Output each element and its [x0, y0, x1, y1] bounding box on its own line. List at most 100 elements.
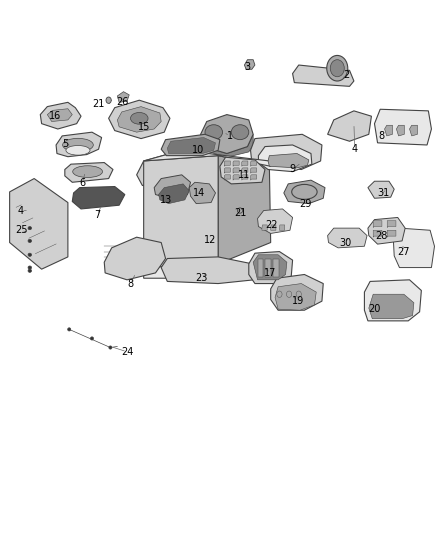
Polygon shape — [293, 65, 354, 86]
Polygon shape — [161, 134, 220, 156]
Text: 23: 23 — [195, 273, 208, 283]
Text: 27: 27 — [398, 247, 410, 256]
Polygon shape — [218, 156, 271, 264]
Ellipse shape — [106, 97, 111, 103]
Polygon shape — [189, 182, 215, 204]
Text: 19: 19 — [292, 296, 304, 306]
Polygon shape — [244, 60, 255, 69]
Text: 1: 1 — [227, 131, 233, 141]
Ellipse shape — [28, 239, 32, 243]
Ellipse shape — [28, 269, 32, 272]
Text: 17: 17 — [264, 268, 276, 278]
Text: 13: 13 — [160, 195, 173, 205]
Polygon shape — [224, 175, 230, 180]
Polygon shape — [144, 150, 271, 166]
Ellipse shape — [28, 227, 32, 230]
Ellipse shape — [296, 291, 301, 297]
Text: 9: 9 — [290, 165, 296, 174]
Polygon shape — [242, 161, 248, 166]
Polygon shape — [258, 145, 312, 172]
Polygon shape — [387, 230, 396, 237]
Polygon shape — [218, 156, 220, 268]
Polygon shape — [393, 228, 434, 268]
Polygon shape — [275, 284, 316, 310]
Polygon shape — [117, 107, 161, 132]
Text: 8: 8 — [378, 131, 384, 141]
Ellipse shape — [73, 166, 102, 177]
Ellipse shape — [131, 112, 148, 124]
Ellipse shape — [63, 138, 93, 152]
Ellipse shape — [286, 291, 292, 297]
Polygon shape — [224, 161, 230, 166]
Text: 4: 4 — [352, 144, 358, 154]
Polygon shape — [251, 175, 257, 180]
Text: 5: 5 — [62, 139, 68, 149]
Polygon shape — [396, 125, 404, 136]
Text: 31: 31 — [377, 188, 389, 198]
Text: 14: 14 — [193, 188, 205, 198]
Polygon shape — [167, 138, 215, 154]
Polygon shape — [40, 102, 81, 129]
Text: 24: 24 — [121, 347, 133, 357]
Polygon shape — [47, 109, 72, 122]
Ellipse shape — [327, 55, 348, 81]
Text: 6: 6 — [79, 178, 85, 188]
Ellipse shape — [109, 346, 112, 349]
Polygon shape — [373, 230, 382, 237]
Text: 4: 4 — [18, 206, 24, 215]
Polygon shape — [265, 259, 271, 277]
Polygon shape — [373, 221, 382, 228]
Polygon shape — [279, 225, 285, 230]
Text: 7: 7 — [94, 210, 100, 220]
Polygon shape — [328, 228, 367, 248]
Polygon shape — [242, 168, 248, 173]
Polygon shape — [410, 125, 417, 136]
Polygon shape — [385, 125, 392, 136]
Polygon shape — [328, 111, 371, 141]
Polygon shape — [271, 225, 276, 230]
Ellipse shape — [231, 125, 249, 140]
Ellipse shape — [205, 125, 223, 140]
Text: 10: 10 — [192, 146, 205, 155]
Polygon shape — [201, 115, 253, 154]
Text: 3: 3 — [244, 62, 251, 71]
Polygon shape — [144, 264, 271, 278]
Text: 2: 2 — [343, 70, 349, 79]
Text: 30: 30 — [339, 238, 351, 247]
Polygon shape — [369, 294, 414, 319]
Polygon shape — [104, 237, 166, 280]
Ellipse shape — [237, 208, 243, 213]
Polygon shape — [10, 179, 68, 269]
Polygon shape — [251, 134, 322, 169]
Text: 11: 11 — [238, 170, 251, 180]
Polygon shape — [109, 100, 170, 139]
Text: 26: 26 — [117, 98, 129, 107]
Text: 15: 15 — [138, 122, 151, 132]
Polygon shape — [374, 109, 431, 145]
Polygon shape — [271, 274, 323, 310]
Polygon shape — [56, 132, 102, 157]
Polygon shape — [284, 180, 325, 204]
Text: 25: 25 — [15, 225, 27, 235]
Polygon shape — [154, 175, 191, 198]
Polygon shape — [201, 134, 253, 157]
Polygon shape — [233, 161, 239, 166]
Polygon shape — [233, 175, 239, 180]
Text: 16: 16 — [49, 111, 61, 121]
Ellipse shape — [28, 266, 32, 269]
Polygon shape — [242, 175, 248, 180]
Ellipse shape — [90, 337, 93, 340]
Polygon shape — [368, 181, 394, 198]
Polygon shape — [233, 168, 239, 173]
Text: 28: 28 — [375, 231, 387, 240]
Polygon shape — [220, 157, 265, 184]
Text: 20: 20 — [368, 304, 381, 314]
Polygon shape — [117, 92, 129, 102]
Polygon shape — [253, 255, 287, 280]
Text: 21: 21 — [234, 208, 246, 218]
Ellipse shape — [66, 146, 90, 155]
Text: 21: 21 — [92, 99, 105, 109]
Text: 12: 12 — [204, 235, 216, 245]
Polygon shape — [262, 225, 267, 230]
Text: 29: 29 — [300, 199, 312, 208]
